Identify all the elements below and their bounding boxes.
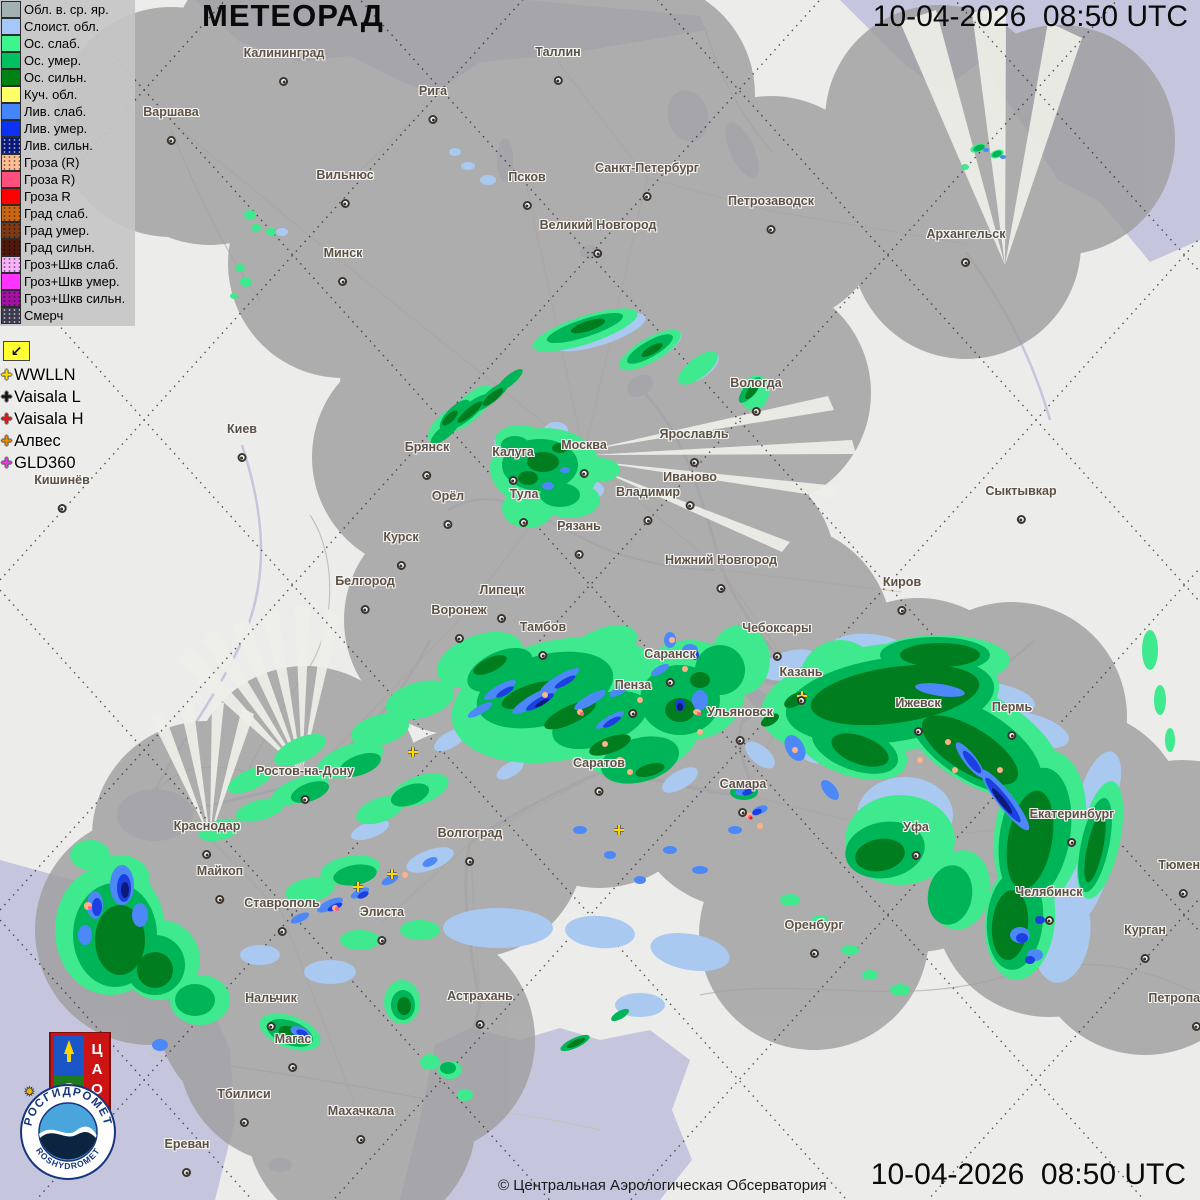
lightning-cross-icon: + [1, 452, 13, 474]
legend-label: Куч. обл. [24, 87, 78, 102]
legend-row: Гроза R) [1, 171, 135, 188]
lightning-source-label: Vaisala H [14, 409, 84, 428]
legend-row: Гроза (R) [1, 154, 135, 171]
lightning-sources-legend: + WWLLN + Vaisala L + Vaisala H + Алвес + GLD360 [1, 364, 84, 474]
legend-swatch [1, 222, 21, 239]
legend-label: Смерч [24, 308, 64, 323]
legend-swatch [1, 171, 21, 188]
legend-label: Лив. сильн. [24, 138, 93, 153]
lightning-source-row: + GLD360 [1, 452, 84, 474]
lightning-source-row: + WWLLN [1, 364, 84, 386]
lightning-source-row: + Vaisala H [1, 408, 84, 430]
legend-swatch [1, 205, 21, 222]
legend-swatch [1, 103, 21, 120]
legend-label: Гроза (R) [24, 155, 80, 170]
legend-row: Гроз+Шкв умер. [1, 273, 135, 290]
legend-row: Обл. в. ср. яр. [1, 1, 135, 18]
timestamp-top: 10-04-2026 08:50 UTC [872, 0, 1188, 33]
legend-row: Лив. умер. [1, 120, 135, 137]
legend-label: Обл. в. ср. яр. [24, 2, 109, 17]
legend-swatch [1, 137, 21, 154]
precipitation-layer [55, 143, 1175, 1101]
lightning-source-label: WWLLN [14, 365, 76, 384]
legend-label: Гроза R [24, 189, 71, 204]
logos-svg: ЦАО 1941 РОСГИДРОМЕТ ROSHYDROMET [20, 1031, 116, 1180]
lightning-source-label: Алвес [14, 431, 61, 450]
legend-label: Ос. умер. [24, 53, 82, 68]
roshydromet-logo: РОСГИДРОМЕТ ROSHYDROMET ✹ [20, 1084, 116, 1180]
legend-swatch [1, 239, 21, 256]
lightning-source-row: + Vaisala L [1, 386, 84, 408]
legend-label: Гроз+Шкв слаб. [24, 257, 119, 272]
legend-swatch [1, 86, 21, 103]
legend-row: Град умер. [1, 222, 135, 239]
lightning-strikes-layer [353, 691, 807, 892]
precip-thunder-strong [653, 655, 753, 820]
sun-icon: ✹ [24, 1084, 35, 1099]
legend-swatch [1, 52, 21, 69]
logos-block: ЦАО 1941 РОСГИДРОМЕТ ROSHYDROMET [10, 1031, 160, 1182]
legend-row: Град сильн. [1, 239, 135, 256]
legend-swatch [1, 120, 21, 137]
legend-label: Град слаб. [24, 206, 89, 221]
legend-swatch [1, 307, 21, 324]
lightning-cross-icon: + [1, 364, 13, 386]
lightning-cross-icon: + [1, 408, 13, 430]
legend-panel: Обл. в. ср. яр. Слоист. обл. Ос. слаб. Ос. … [0, 0, 135, 326]
legend-row: Смерч [1, 307, 135, 324]
precip-shower-heavy [121, 698, 1013, 898]
legend-row: Ос. слаб. [1, 35, 135, 52]
precip-thunder-moderate [88, 654, 752, 911]
legend-row: Гроза R [1, 188, 135, 205]
legend-label: Гроз+Шкв умер. [24, 274, 120, 289]
legend-swatch [1, 18, 21, 35]
legend-label: Гроз+Шкв сильн. [24, 291, 126, 306]
legend-row: Лив. слаб. [1, 103, 135, 120]
legend-swatch [1, 273, 21, 290]
legend-swatch [1, 188, 21, 205]
page-title: МЕТЕОРАД [202, 0, 384, 33]
legend-label: Ос. сильн. [24, 70, 87, 85]
legend-row: Гроз+Шкв слаб. [1, 256, 135, 273]
legend-row: Лив. сильн. [1, 137, 135, 154]
legend-row: Ос. сильн. [1, 69, 135, 86]
legend-label: Слоист. обл. [24, 19, 100, 34]
lightning-source-label: GLD360 [14, 453, 76, 472]
legend-label: Гроза R) [24, 172, 76, 187]
legend-swatch [1, 69, 21, 86]
legend-swatch [1, 256, 21, 273]
copyright-text: © Центральная Аэрологическая Обсерватори… [498, 1177, 827, 1194]
legend-swatch [1, 1, 21, 18]
precip-rain-heavy [95, 318, 1106, 1049]
legend-swatch [1, 35, 21, 52]
legend-swatch [1, 290, 21, 307]
legend-label: Лив. умер. [24, 121, 88, 136]
legend-row: Куч. обл. [1, 86, 135, 103]
legend-row: Град слаб. [1, 205, 135, 222]
lightning-cross-icon: + [1, 430, 13, 452]
timestamp-bottom: 10-04-2026 08:50 UTC [870, 1158, 1186, 1191]
lightning-source-row: + Алвес [1, 430, 84, 452]
precip-thunder-weak [84, 637, 1003, 911]
wind-shear-symbol: ↙ [3, 341, 30, 361]
legend-row: Ос. умер. [1, 52, 135, 69]
lightning-cross-icon: + [1, 386, 13, 408]
lightning-source-label: Vaisala L [14, 387, 81, 406]
legend-label: Град сильн. [24, 240, 95, 255]
legend-row: Гроз+Шкв сильн. [1, 290, 135, 307]
legend-row: Слоист. обл. [1, 18, 135, 35]
legend-label: Лив. слаб. [24, 104, 87, 119]
legend-label: Ос. слаб. [24, 36, 81, 51]
legend-label: Град умер. [24, 223, 90, 238]
legend-swatch [1, 154, 21, 171]
